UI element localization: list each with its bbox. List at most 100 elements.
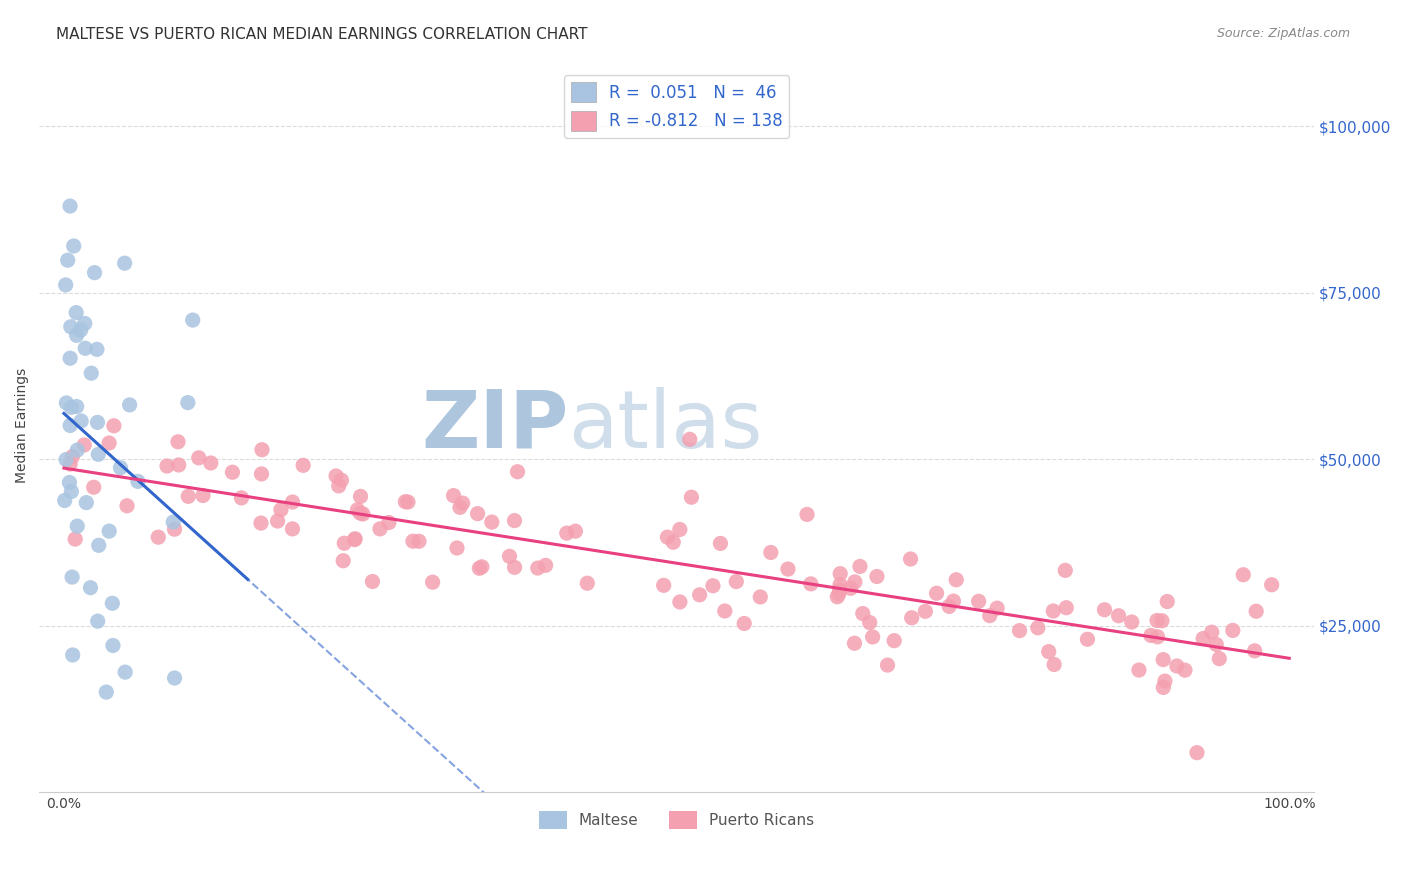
Point bbox=[714, 604, 737, 618]
Point bbox=[1076, 632, 1098, 647]
Point bbox=[408, 534, 430, 549]
Point bbox=[55, 277, 77, 292]
Point bbox=[83, 266, 105, 280]
Point bbox=[828, 587, 851, 601]
Point bbox=[55, 452, 77, 467]
Point bbox=[471, 559, 494, 574]
Point bbox=[827, 590, 849, 604]
Point bbox=[979, 608, 1001, 623]
Point bbox=[844, 636, 866, 650]
Point bbox=[114, 665, 136, 679]
Point bbox=[328, 479, 350, 493]
Point bbox=[945, 573, 967, 587]
Point bbox=[866, 569, 889, 583]
Point bbox=[914, 604, 936, 618]
Point bbox=[394, 494, 416, 508]
Point bbox=[114, 256, 136, 270]
Point bbox=[1154, 674, 1177, 689]
Point bbox=[1205, 638, 1227, 652]
Point bbox=[1201, 625, 1223, 640]
Point bbox=[709, 536, 731, 550]
Point bbox=[349, 490, 371, 504]
Point bbox=[669, 523, 692, 537]
Point bbox=[250, 467, 273, 481]
Point bbox=[332, 554, 354, 568]
Point bbox=[87, 447, 110, 461]
Point bbox=[87, 538, 110, 552]
Point bbox=[59, 418, 82, 433]
Point bbox=[800, 577, 823, 591]
Point bbox=[75, 495, 97, 509]
Point bbox=[63, 532, 86, 546]
Point bbox=[1043, 657, 1066, 672]
Point bbox=[98, 524, 121, 538]
Point bbox=[1121, 615, 1143, 629]
Point bbox=[849, 559, 872, 574]
Point bbox=[118, 398, 141, 412]
Point bbox=[221, 465, 243, 479]
Point bbox=[506, 465, 529, 479]
Point bbox=[177, 395, 200, 409]
Point bbox=[70, 414, 93, 428]
Point bbox=[725, 574, 748, 589]
Point bbox=[86, 343, 108, 357]
Point bbox=[1260, 578, 1282, 592]
Text: Source: ZipAtlas.com: Source: ZipAtlas.com bbox=[1216, 27, 1350, 40]
Point bbox=[1094, 603, 1116, 617]
Point bbox=[689, 588, 711, 602]
Point bbox=[422, 575, 444, 590]
Point bbox=[73, 438, 96, 452]
Point bbox=[115, 499, 138, 513]
Legend: Maltese, Puerto Ricans: Maltese, Puerto Ricans bbox=[533, 805, 820, 836]
Point bbox=[1146, 630, 1168, 644]
Point bbox=[177, 489, 200, 503]
Point bbox=[1054, 600, 1077, 615]
Point bbox=[662, 535, 685, 549]
Point bbox=[669, 595, 692, 609]
Point bbox=[343, 533, 366, 547]
Point bbox=[163, 671, 186, 685]
Point bbox=[65, 400, 87, 414]
Point bbox=[1054, 563, 1077, 577]
Point bbox=[1156, 594, 1178, 608]
Point bbox=[1174, 663, 1197, 677]
Point bbox=[59, 319, 82, 334]
Point bbox=[349, 506, 371, 520]
Point bbox=[325, 469, 347, 483]
Point bbox=[281, 522, 304, 536]
Point bbox=[266, 514, 288, 528]
Point bbox=[56, 253, 79, 268]
Point bbox=[900, 611, 922, 625]
Point bbox=[333, 536, 356, 550]
Point bbox=[96, 685, 118, 699]
Point bbox=[1244, 604, 1267, 618]
Point bbox=[1108, 608, 1130, 623]
Point bbox=[396, 495, 419, 509]
Text: atlas: atlas bbox=[568, 387, 762, 465]
Point bbox=[876, 658, 898, 673]
Point bbox=[167, 458, 190, 472]
Point bbox=[83, 480, 105, 494]
Point bbox=[657, 530, 679, 544]
Point bbox=[292, 458, 315, 473]
Point bbox=[163, 522, 186, 536]
Point bbox=[103, 418, 125, 433]
Y-axis label: Median Earnings: Median Earnings bbox=[15, 368, 30, 483]
Point bbox=[53, 493, 76, 508]
Point bbox=[1146, 614, 1168, 628]
Point bbox=[1038, 645, 1060, 659]
Point bbox=[759, 545, 782, 559]
Text: ZIP: ZIP bbox=[420, 387, 568, 465]
Point bbox=[101, 639, 124, 653]
Point bbox=[66, 519, 89, 533]
Point bbox=[942, 594, 965, 608]
Point bbox=[65, 328, 87, 343]
Point bbox=[844, 574, 866, 589]
Point bbox=[1128, 663, 1150, 677]
Point bbox=[733, 616, 755, 631]
Point bbox=[859, 615, 882, 630]
Point bbox=[862, 630, 884, 644]
Point bbox=[986, 601, 1008, 615]
Point bbox=[446, 541, 468, 555]
Point bbox=[69, 323, 91, 337]
